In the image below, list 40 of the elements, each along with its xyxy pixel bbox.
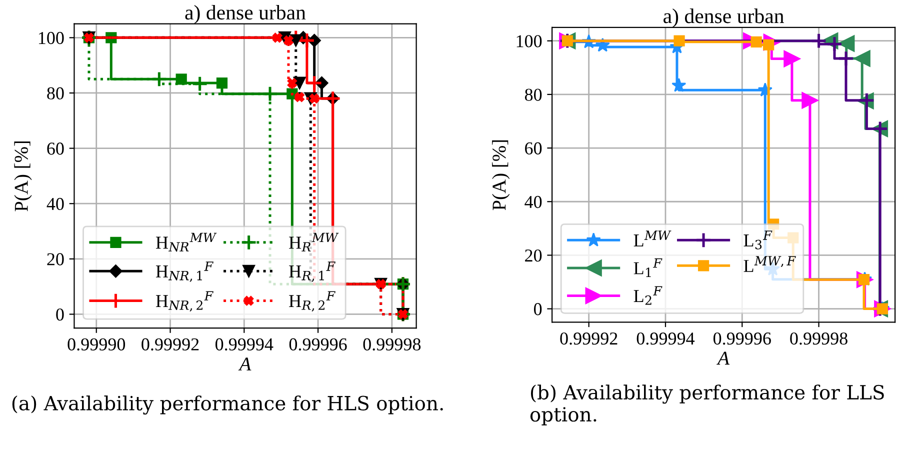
y-tick-label: 40 bbox=[524, 196, 542, 208]
legend-label: L$_{2}$$^{F}$ bbox=[634, 286, 662, 305]
x-tick-label: 0.99998 bbox=[790, 332, 848, 345]
legend-label: H$_{R,1}$$^{F}$ bbox=[289, 262, 336, 282]
chart-title: a) dense urban bbox=[185, 4, 306, 24]
legend-label: L$^{MW}$ bbox=[634, 230, 672, 246]
x-tick-label: 0.99994 bbox=[215, 338, 274, 351]
y-tick-label: 60 bbox=[47, 142, 64, 155]
legend-label: L$^{MW,F}$ bbox=[744, 256, 796, 272]
y-tick-label: 20 bbox=[525, 249, 542, 262]
x-tick-label: 0.99994 bbox=[636, 332, 695, 345]
x-tick-label: 0.99998 bbox=[363, 338, 421, 351]
x-tick-label: 0.99996 bbox=[289, 338, 347, 351]
y-axis-title: P(A) [%] bbox=[492, 140, 510, 210]
y-tick-label: 0 bbox=[534, 303, 542, 316]
legend-label: H$_{R}$$^{MW}$ bbox=[289, 232, 339, 252]
x-tick-label: 0.99996 bbox=[713, 332, 771, 345]
y-tick-label: 80 bbox=[524, 88, 542, 101]
y-tick-label: 20 bbox=[47, 253, 64, 266]
text: (a) Availability performance for HLS option. bbox=[12, 395, 443, 415]
y-tick-label: 80 bbox=[47, 87, 64, 100]
legend-label: H$_{NR,2}$$^{F}$ bbox=[156, 291, 214, 312]
y-tick-label: 100 bbox=[38, 32, 64, 44]
x-tick-label: 0.99992 bbox=[142, 338, 199, 351]
x-axis-title: A bbox=[238, 358, 252, 370]
y-tick-label: 0 bbox=[56, 308, 64, 321]
legend-label: H$_{NR}$$^{MW}$ bbox=[156, 232, 217, 252]
legend-label: L$_{3}$$^{F}$ bbox=[744, 230, 772, 250]
y-axis-title: P(A) [%] bbox=[14, 141, 32, 212]
x-tick-label: 0.99992 bbox=[560, 332, 618, 345]
text: (b) Availability performance for LLS option. bbox=[530, 384, 884, 426]
y-tick-label: 100 bbox=[516, 35, 542, 48]
x-tick-label: 0.99990 bbox=[68, 338, 126, 351]
chart-title: a) dense urban bbox=[664, 8, 784, 28]
legend-label: L$_{1}$$^{F}$ bbox=[634, 258, 662, 277]
legend-label: H$_{NR,1}$$^{F}$ bbox=[156, 262, 214, 282]
y-tick-label: 40 bbox=[46, 198, 64, 210]
legend-label: H$_{R,2}$$^{F}$ bbox=[289, 291, 336, 312]
y-tick-label: 60 bbox=[525, 142, 542, 154]
x-axis-title: A bbox=[716, 352, 730, 365]
